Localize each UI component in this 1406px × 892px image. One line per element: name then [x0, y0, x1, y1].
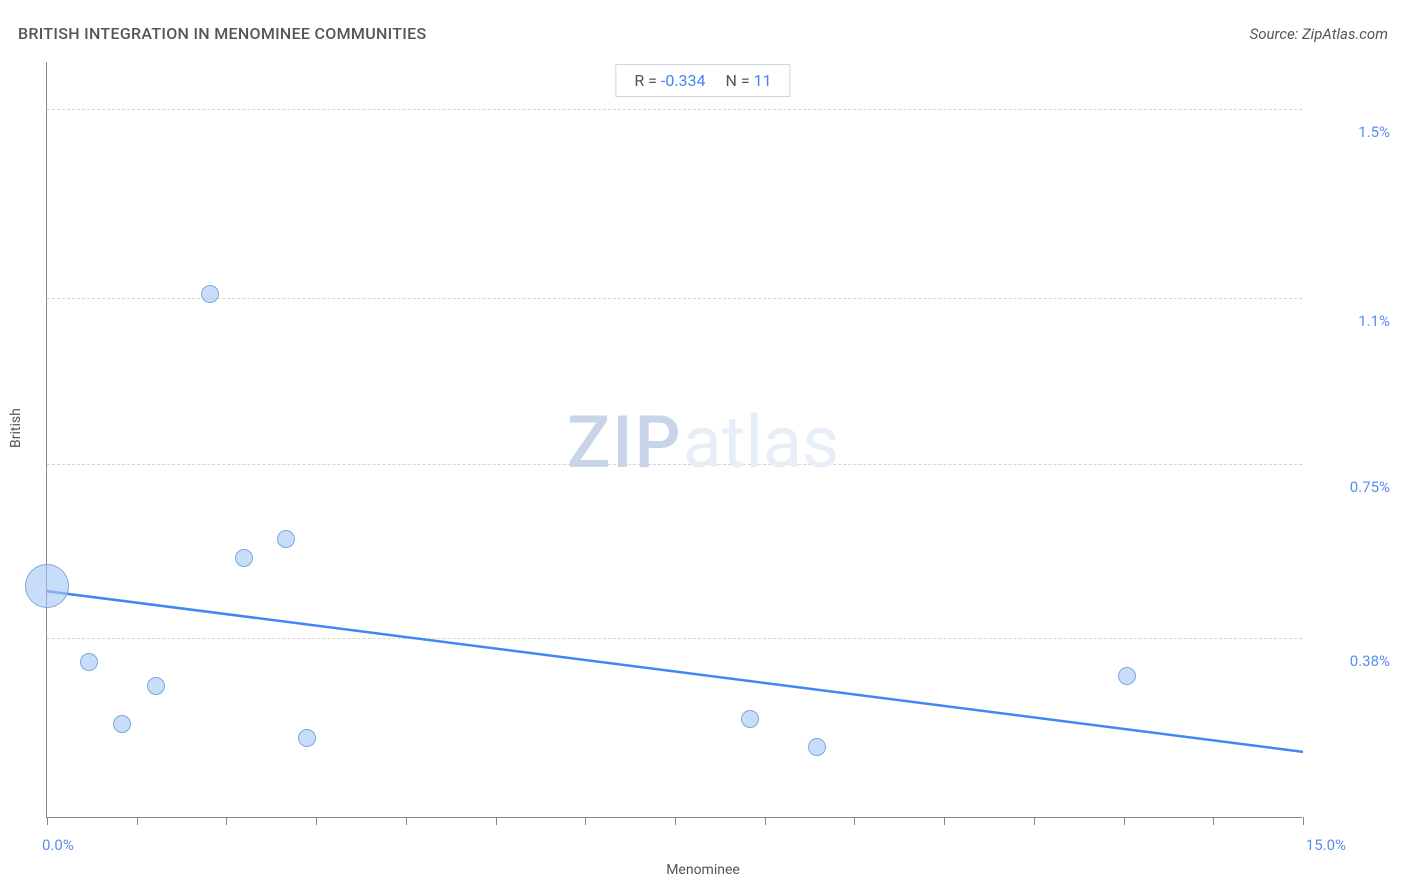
x-tick [406, 817, 407, 825]
data-point [741, 710, 759, 728]
x-axis-label: Menominee [666, 862, 740, 878]
data-point [808, 738, 826, 756]
r-stat: R = -0.334 [634, 71, 705, 90]
x-tick [944, 817, 945, 825]
chart-plot-area [46, 62, 1302, 818]
stats-box: R = -0.334 N = 11 [615, 64, 790, 97]
data-point [277, 530, 295, 548]
data-point [80, 653, 98, 671]
x-tick [1124, 817, 1125, 825]
y-tick-label: 0.75% [1350, 478, 1390, 496]
x-tick [854, 817, 855, 825]
y-tick-label: 1.1% [1358, 312, 1390, 330]
source-label: Source: ZipAtlas.com [1250, 25, 1388, 43]
y-tick-label: 1.5% [1358, 123, 1390, 141]
data-point [1118, 667, 1136, 685]
x-tick [226, 817, 227, 825]
data-point [25, 564, 69, 608]
y-tick-label: 0.38% [1350, 652, 1390, 670]
x-tick [47, 817, 48, 825]
data-point [113, 715, 131, 733]
data-point [235, 549, 253, 567]
chart-title: BRITISH INTEGRATION IN MENOMINEE COMMUNI… [18, 24, 426, 43]
data-point [201, 285, 219, 303]
trendline [47, 62, 1302, 817]
x-tick [496, 817, 497, 825]
x-max-label: 15.0% [1306, 836, 1346, 854]
x-tick [585, 817, 586, 825]
x-tick [765, 817, 766, 825]
x-tick [1303, 817, 1304, 825]
x-tick [316, 817, 317, 825]
n-stat: N = 11 [726, 71, 772, 90]
data-point [298, 729, 316, 747]
x-tick [137, 817, 138, 825]
x-min-label: 0.0% [42, 836, 74, 854]
x-tick [1213, 817, 1214, 825]
y-axis-label: British [8, 408, 24, 448]
x-tick [1034, 817, 1035, 825]
data-point [147, 677, 165, 695]
x-tick [675, 817, 676, 825]
